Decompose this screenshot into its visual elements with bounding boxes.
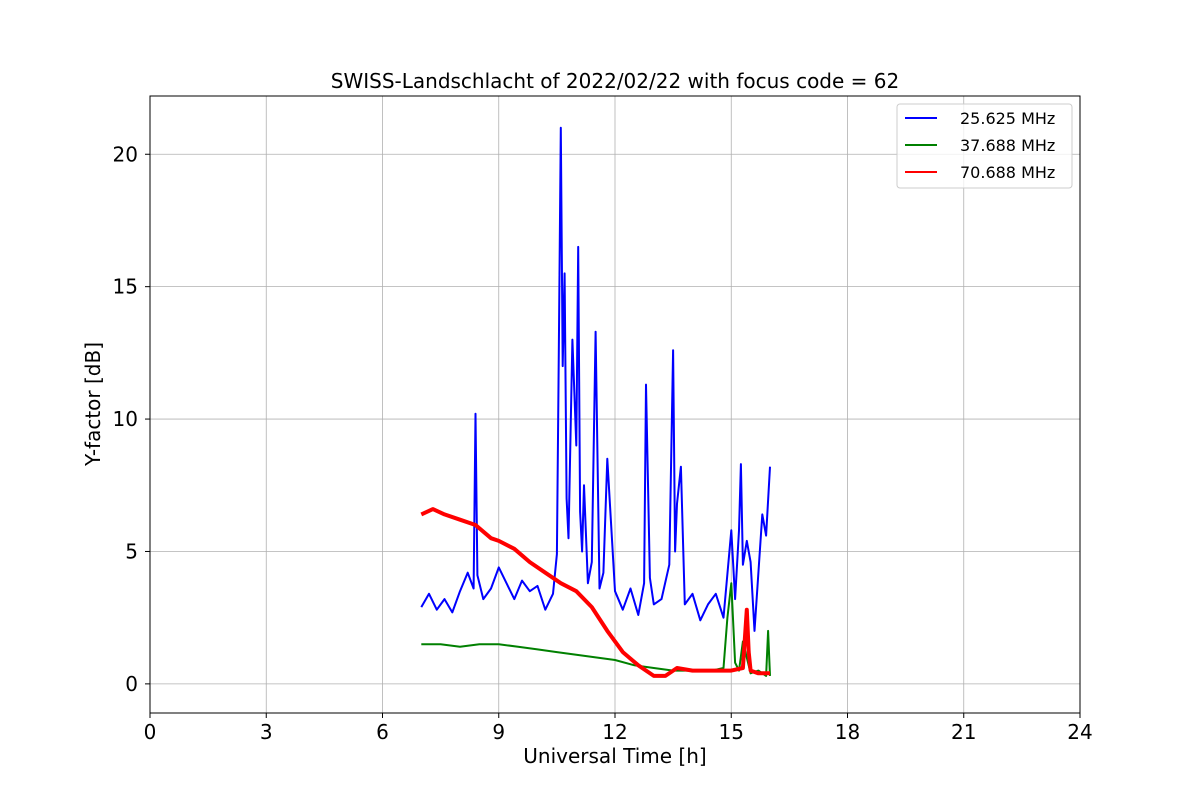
legend: 25.625 MHz 37.688 MHz 70.688 MHz [896, 103, 1073, 189]
y-ticks: 0 5 10 15 20 [113, 142, 150, 696]
series-line-2 [420, 507, 770, 678]
x-tick-label: 0 [144, 720, 157, 744]
y-tick-label: 20 [113, 142, 138, 166]
x-tick-label: 6 [376, 720, 389, 744]
legend-label-1: 37.688 MHz [960, 136, 1055, 155]
x-tick-label: 12 [602, 720, 627, 744]
y-tick-label: 10 [113, 407, 138, 431]
legend-box [896, 103, 1073, 189]
series-line-0 [420, 126, 771, 632]
legend-label-0: 25.625 MHz [960, 109, 1055, 128]
series-layer [420, 126, 771, 678]
legend-label-2: 70.688 MHz [960, 163, 1055, 182]
y-axis-label: Y-factor [dB] [81, 342, 105, 467]
y-tick-label: 0 [125, 672, 138, 696]
x-tick-label: 15 [719, 720, 744, 744]
x-axis-label: Universal Time [h] [523, 744, 706, 768]
x-tick-label: 21 [951, 720, 976, 744]
x-ticks: 0 3 6 9 12 15 18 21 24 [144, 713, 1093, 744]
chart-title: SWISS-Landschlacht of 2022/02/22 with fo… [331, 69, 899, 93]
x-tick-label: 24 [1067, 720, 1092, 744]
y-tick-label: 15 [113, 275, 138, 299]
x-tick-label: 3 [260, 720, 273, 744]
y-tick-label: 5 [125, 539, 138, 563]
x-tick-label: 9 [492, 720, 505, 744]
x-tick-label: 18 [835, 720, 860, 744]
